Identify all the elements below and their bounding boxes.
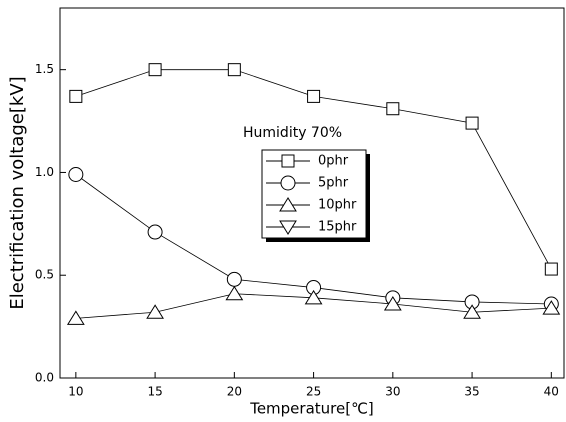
marker-triangle [304, 289, 323, 305]
legend-label: 0phr [318, 154, 349, 169]
plot-frame [59, 7, 565, 379]
x-tick-label: 30 [385, 385, 400, 399]
y-tick-label: 1.0 [35, 165, 54, 179]
marker-square [465, 116, 479, 130]
x-tick-label: 35 [464, 385, 479, 399]
legend-box [261, 149, 367, 239]
x-tick-label: 20 [227, 385, 242, 399]
marker-square [307, 89, 321, 103]
marker-square [544, 262, 558, 276]
y-axis-label: Electrification voltage[kV] [7, 76, 28, 309]
x-axis-label: Temperature[℃] [249, 400, 374, 418]
marker-circle [68, 167, 84, 182]
marker-circle [147, 224, 163, 240]
y-tick-label: 1.5 [35, 62, 54, 76]
marker-square [69, 89, 83, 103]
marker-square [148, 63, 162, 77]
marker-triangle [225, 285, 244, 301]
x-tick-label: 40 [544, 385, 559, 399]
x-tick-label: 15 [147, 385, 162, 399]
y-tick-label: 0.5 [35, 268, 54, 282]
legend-label: 10phr [318, 198, 357, 213]
marker-triangle [66, 310, 85, 325]
marker-square [281, 154, 295, 168]
marker-circle [280, 175, 296, 191]
x-tick-label: 25 [306, 385, 321, 399]
legend-label: 5phr [318, 176, 349, 191]
marker-circle [226, 271, 242, 287]
marker-triangle [383, 296, 402, 311]
y-tick-label: 0.0 [35, 371, 54, 385]
marker-square [227, 63, 241, 77]
marker-square [386, 102, 400, 116]
marker-triangle [463, 304, 481, 319]
marker-triangle [279, 197, 297, 212]
annotation: Humidity 70% [243, 125, 342, 141]
marker-triangle-down [279, 220, 297, 235]
marker-triangle [146, 304, 164, 319]
marker-triangle [542, 300, 561, 315]
legend-label: 15phr [318, 220, 357, 235]
x-tick-label: 10 [68, 385, 83, 399]
